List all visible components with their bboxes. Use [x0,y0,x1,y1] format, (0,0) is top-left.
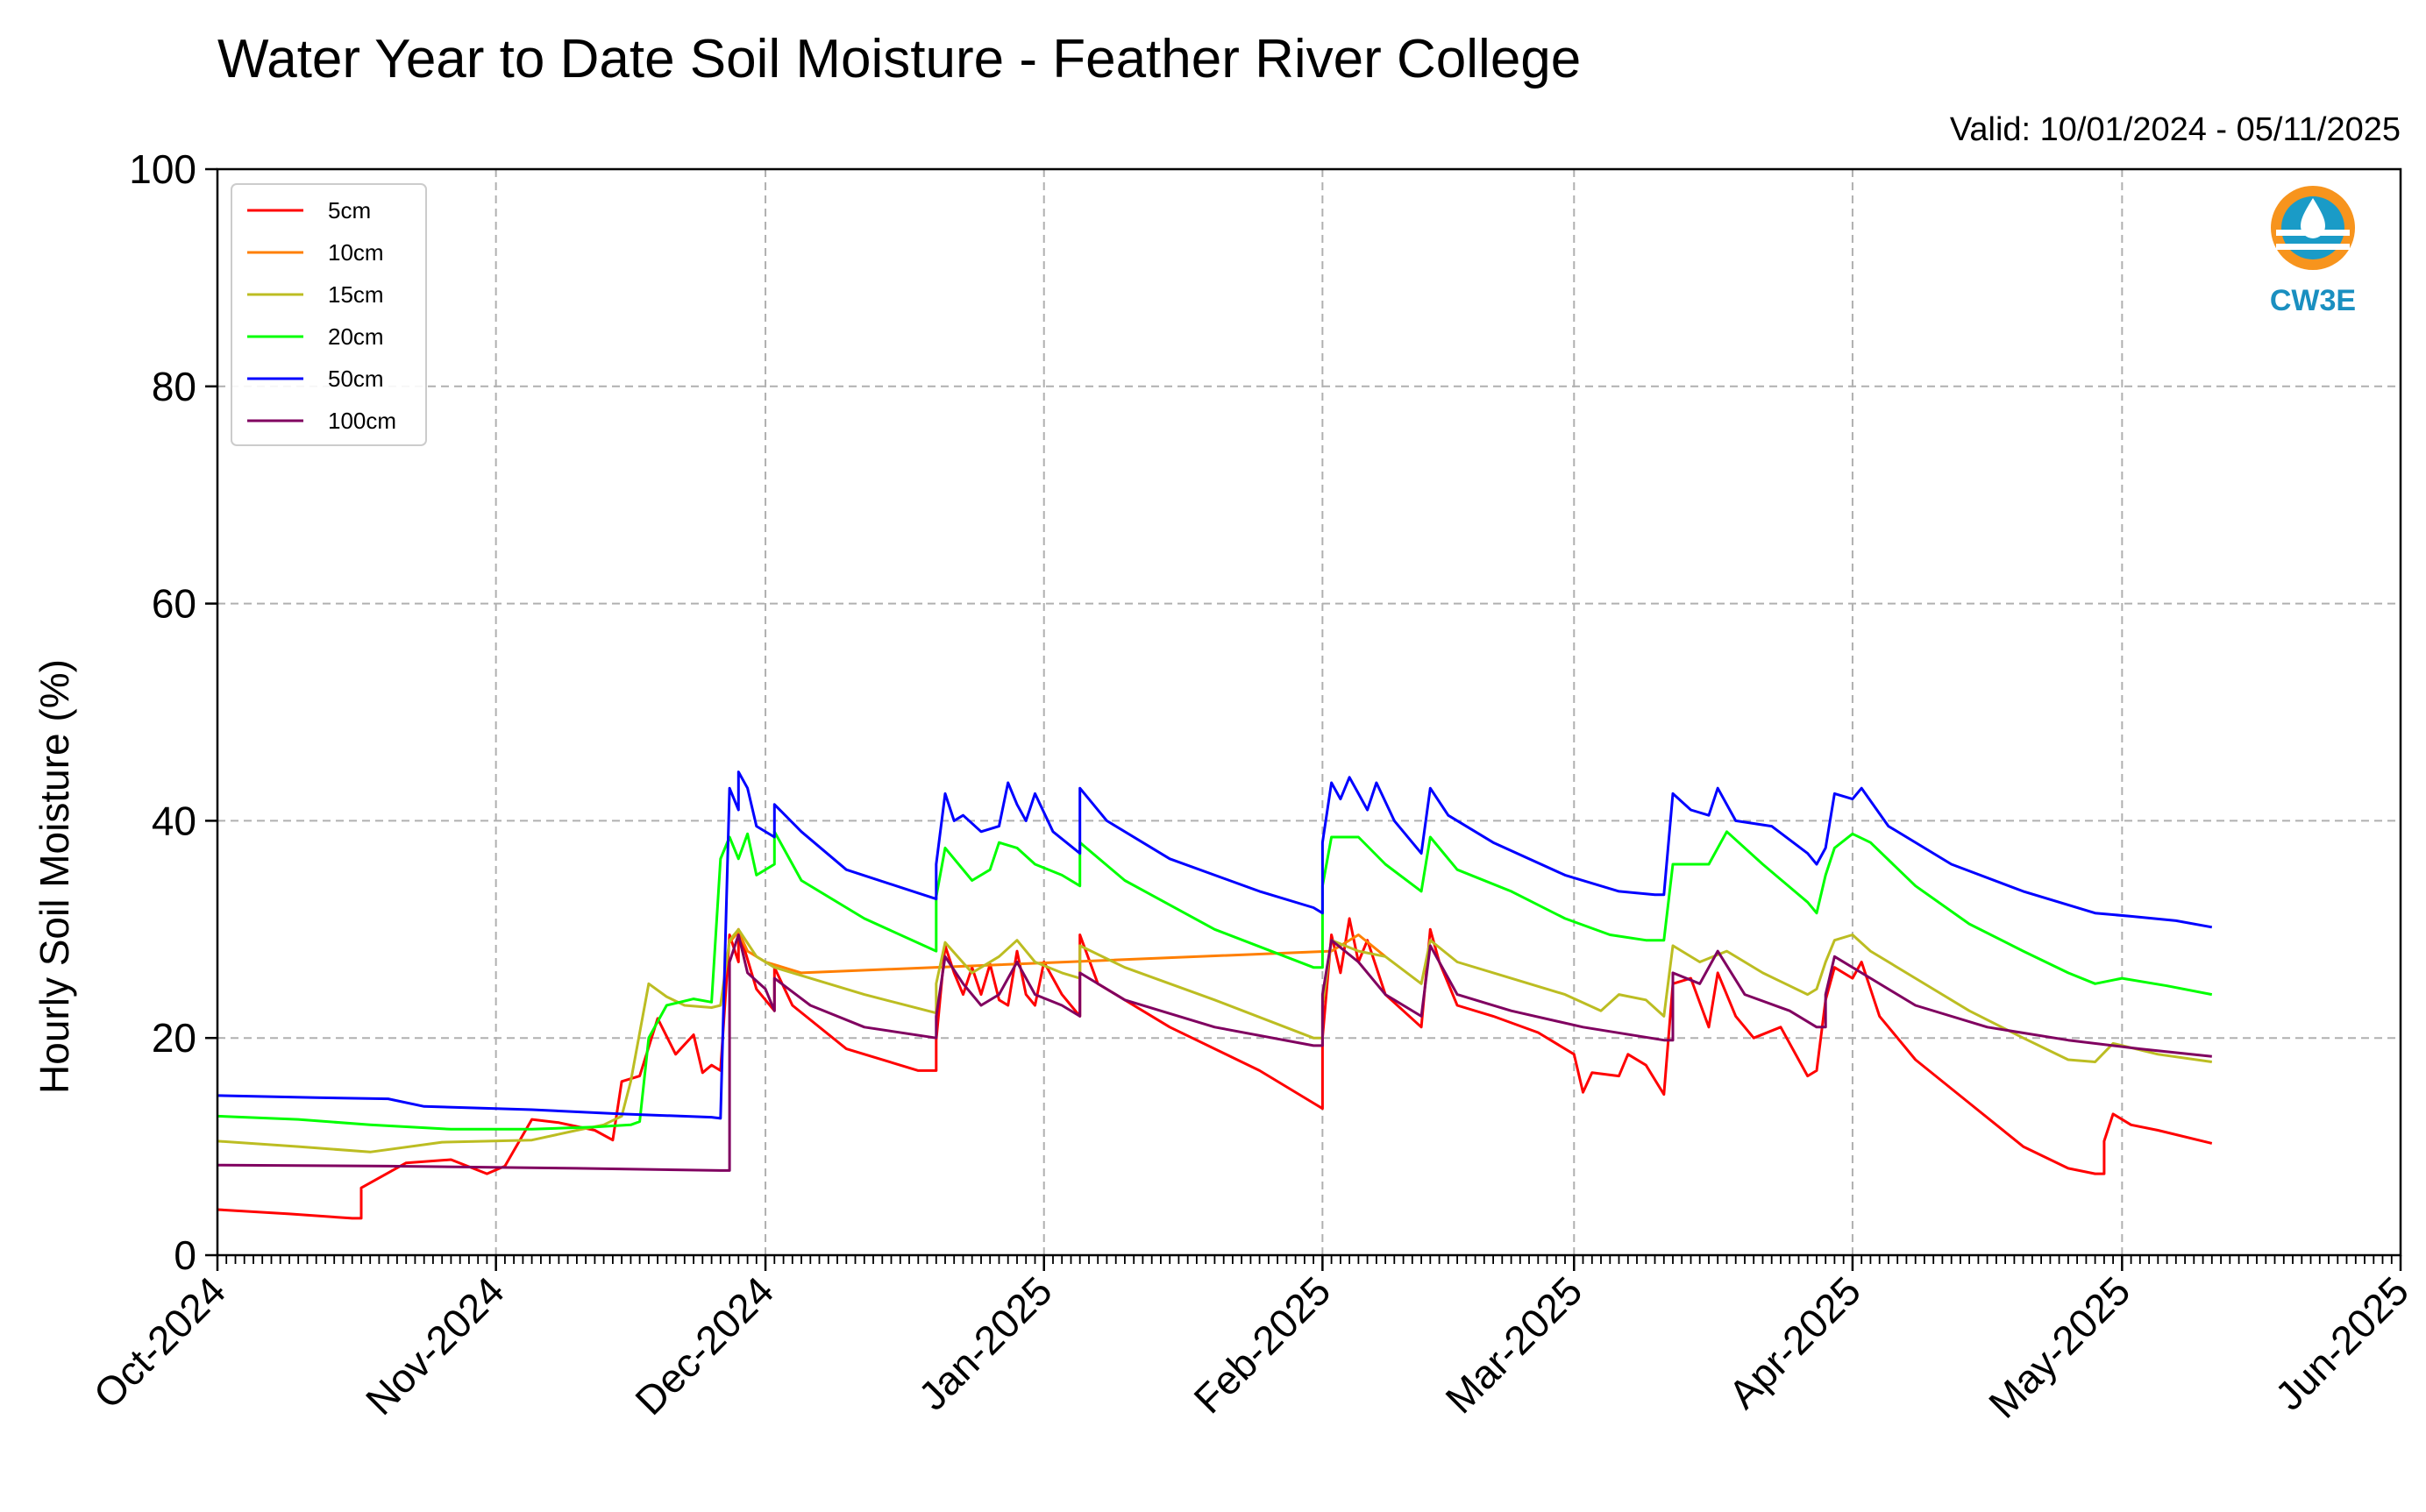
legend: 5cm 10cm 15cm 20cm 50cm 100cm [231,183,427,446]
x-minor-tick-marks [217,1255,2401,1264]
y-tick-label: 0 [174,1232,196,1278]
legend-items: 5cm 10cm 15cm 20cm 50cm 100cm [247,197,396,434]
y-tick-label: 80 [152,364,196,409]
series-line-10cm [728,930,1387,975]
chart-title: Water Year to Date Soil Moisture - Feath… [217,29,1581,89]
grid-lines [217,169,2401,1255]
cw3e-logo: CW3E [2270,186,2356,317]
legend-label-5cm: 5cm [328,197,371,224]
y-tick-label: 100 [129,146,196,192]
series-line-20cm [217,830,2213,1131]
legend-label-50cm: 50cm [328,366,384,392]
series-line-50cm [217,770,2213,1120]
series-lines [217,770,2213,1220]
legend-label-10cm: 10cm [328,239,384,266]
series-line-100cm [217,933,2212,1172]
y-axis-label: Hourly Soil Moisture (%) [32,659,77,1094]
logo-drop-icon [2301,198,2325,238]
logo-text: CW3E [2270,284,2356,317]
legend-label-20cm: 20cm [328,323,384,350]
logo-wave-bottom-icon [2276,244,2350,250]
legend-label-15cm: 15cm [328,281,384,308]
series-line-5cm [217,917,2213,1220]
y-tick-labels: 0 20 40 60 80 100 [129,146,196,1278]
plot-frame [216,167,2402,1257]
y-tick-label: 40 [152,798,196,843]
y-tick-label: 60 [152,581,196,627]
y-tick-label: 20 [152,1015,196,1061]
legend-label-100cm: 100cm [328,408,396,434]
chart-subtitle: Valid: 10/01/2024 - 05/11/2025 [1950,111,2401,148]
axis-ticks [205,167,2402,1271]
